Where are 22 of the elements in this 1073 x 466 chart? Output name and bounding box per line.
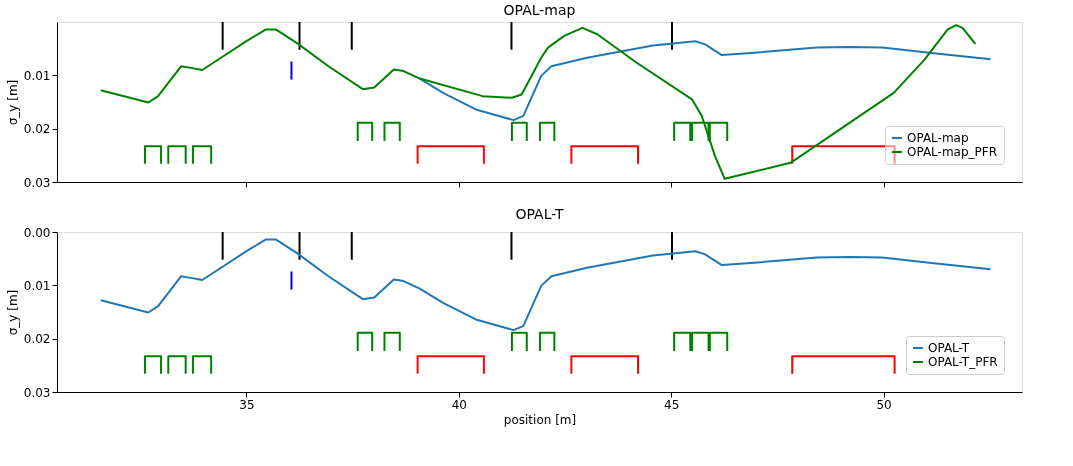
y-tick-label: 0.03 xyxy=(23,385,51,400)
legend-label: OPAL-T xyxy=(928,341,970,355)
legend-label: OPAL-map_PFR xyxy=(907,145,998,159)
y-tick-label: 0.02 xyxy=(23,122,51,137)
y-tick-label: 0.02 xyxy=(23,332,51,347)
y-tick-label: 0.01 xyxy=(23,278,51,293)
y-tick-label: 0.00 xyxy=(23,225,51,240)
y-tick-label: 0.01 xyxy=(23,68,51,83)
y-axis-title: σ_y [m] xyxy=(5,289,20,336)
x-tick-label: 45 xyxy=(664,397,680,412)
x-tick-label: 35 xyxy=(239,397,255,412)
x-tick-label: 50 xyxy=(876,397,892,412)
y-axis-title: σ_y [m] xyxy=(5,79,20,126)
line-series xyxy=(99,238,992,332)
legend-label: OPAL-map xyxy=(907,131,969,145)
chart-title: OPAL-map xyxy=(503,2,576,18)
line-series xyxy=(418,40,992,122)
legend-label: OPAL-T_PFR xyxy=(928,355,998,369)
x-tick-label: 40 xyxy=(451,397,467,412)
x-axis-title: position [m] xyxy=(503,412,577,427)
chart-title: OPAL-T xyxy=(515,206,564,222)
y-tick-label: 0.03 xyxy=(23,175,51,190)
